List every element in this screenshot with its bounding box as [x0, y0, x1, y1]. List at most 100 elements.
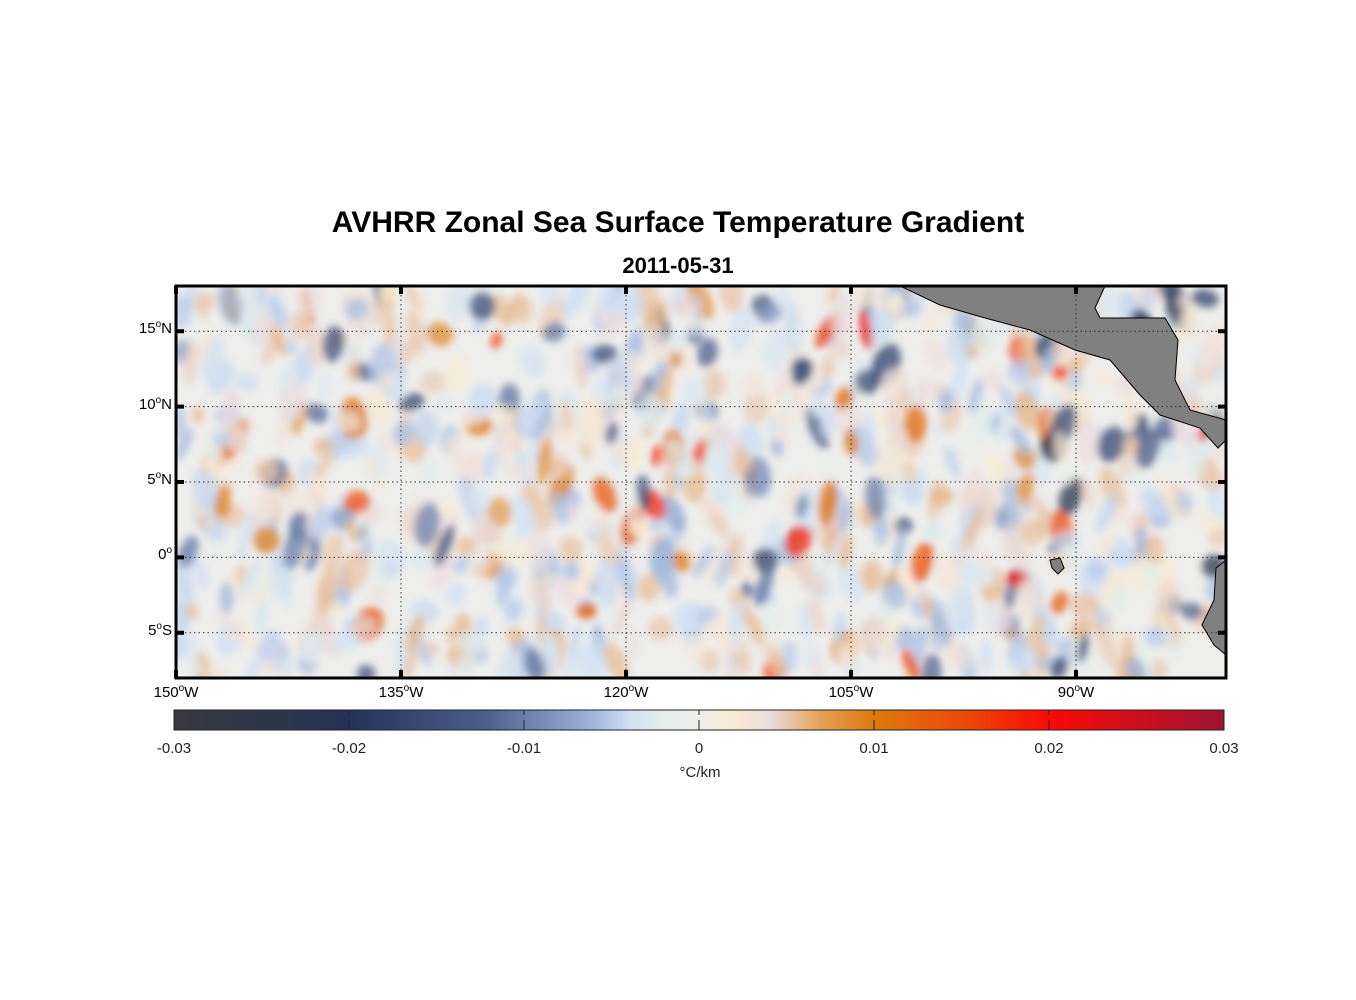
gradient-blob	[491, 543, 513, 563]
degree-symbol: o	[155, 470, 162, 481]
gradient-blob	[257, 631, 282, 662]
gradient-blob	[921, 653, 942, 678]
gradient-blob	[729, 306, 754, 353]
gradient-blob	[1176, 298, 1200, 344]
gradient-blob	[211, 539, 226, 557]
gradient-blob	[940, 601, 962, 639]
gradient-blob	[1098, 286, 1122, 327]
gradient-blob	[636, 474, 651, 512]
gradient-blob	[542, 322, 566, 342]
gradient-blob	[854, 369, 879, 395]
colorbar-tick-label: 0.03	[1209, 740, 1239, 757]
gradient-blob	[629, 518, 653, 537]
gradient-blob	[1058, 465, 1075, 484]
gradient-blob	[760, 603, 784, 632]
gradient-blob	[1158, 444, 1181, 466]
chart-title: AVHRR Zonal Sea Surface Temperature Grad…	[331, 206, 1025, 239]
label-degrees: 105	[828, 684, 854, 701]
gradient-blob	[720, 661, 740, 678]
gradient-blob	[808, 369, 825, 389]
gradient-blob	[637, 573, 661, 602]
gradient-blob	[446, 286, 474, 321]
gradient-blob	[270, 567, 287, 604]
gradient-blob	[986, 451, 1007, 486]
gradient-blob	[468, 384, 498, 417]
gradient-blob	[275, 653, 298, 678]
gradient-blob	[504, 598, 524, 622]
gradient-blob	[817, 519, 838, 554]
gradient-blob	[579, 639, 608, 678]
gradient-blob	[1007, 358, 1032, 384]
label-degrees: 5	[147, 471, 156, 488]
gradient-blob	[434, 524, 455, 567]
gradient-blob	[456, 535, 477, 557]
gradient-blob	[303, 530, 321, 572]
gradient-blob	[910, 542, 934, 584]
gradient-blob	[672, 403, 690, 434]
gradient-blob	[1150, 659, 1168, 678]
gradient-blob	[254, 487, 274, 523]
gradient-blob	[495, 650, 522, 678]
map-frame	[174, 284, 1228, 680]
gradient-blob	[443, 354, 468, 393]
gradient-blob	[331, 633, 357, 653]
longitude-label: 90oW	[1058, 683, 1094, 701]
gradient-blob	[914, 376, 930, 414]
gradient-blob	[339, 549, 370, 593]
gradient-blob	[1156, 580, 1182, 616]
gradient-blob	[220, 388, 240, 429]
gradient-blob	[378, 539, 406, 575]
latitude-label: 10oN	[139, 395, 172, 413]
gradient-blob	[506, 627, 524, 646]
colorbar-tick-label: 0.02	[1034, 740, 1064, 757]
gradient-blob	[516, 462, 531, 481]
chart-subtitle: 2011-05-31	[622, 253, 734, 278]
gradient-blob	[859, 309, 872, 350]
gradient-blob	[182, 341, 199, 385]
gradient-blob	[1081, 477, 1095, 511]
gradient-blob	[1211, 494, 1226, 519]
gradient-blob	[379, 371, 395, 391]
gradient-blob	[454, 655, 476, 678]
gradient-blob	[880, 369, 908, 398]
gradient-blob	[1085, 559, 1109, 583]
degree-symbol: o	[1074, 683, 1081, 694]
gradient-blob	[1014, 575, 1041, 621]
gradient-blob	[192, 469, 223, 513]
gradient-blob	[524, 647, 544, 678]
latitude-label: 5oS	[148, 621, 172, 639]
gradient-blob	[1175, 492, 1193, 513]
gradient-blob	[562, 561, 580, 581]
gradient-blob	[663, 468, 676, 501]
gradient-blob	[903, 405, 927, 443]
gradient-blob	[1093, 369, 1112, 387]
gradient-blob	[901, 647, 921, 678]
gradient-blob	[446, 661, 459, 678]
gradient-blob	[948, 361, 969, 403]
label-degrees: 5	[148, 621, 157, 639]
gradient-blob	[1165, 624, 1179, 660]
gradient-blob	[1052, 365, 1068, 382]
gradient-blob	[287, 311, 309, 340]
gradient-blob	[916, 466, 929, 491]
gradient-blob	[672, 602, 698, 629]
degree-symbol: o	[156, 620, 162, 632]
gradient-blob	[1184, 376, 1196, 399]
gradient-blob	[755, 303, 782, 324]
gradient-blob	[900, 478, 925, 506]
gradient-blob	[1142, 286, 1155, 317]
gradient-blob	[1144, 627, 1167, 647]
gradient-blob	[1000, 385, 1018, 417]
gradient-blob	[1009, 645, 1038, 674]
gradient-blob	[342, 437, 368, 457]
gradient-blob	[944, 445, 961, 478]
gradient-blob	[356, 664, 376, 678]
gradient-blob	[623, 435, 646, 470]
gradient-blob	[575, 602, 598, 620]
gradient-blob	[420, 371, 446, 394]
gradient-blob	[817, 480, 838, 527]
gradient-blob	[508, 495, 537, 534]
gradient-blob	[1140, 485, 1167, 520]
gradient-blob	[1019, 518, 1045, 545]
gradient-blob	[315, 372, 331, 400]
